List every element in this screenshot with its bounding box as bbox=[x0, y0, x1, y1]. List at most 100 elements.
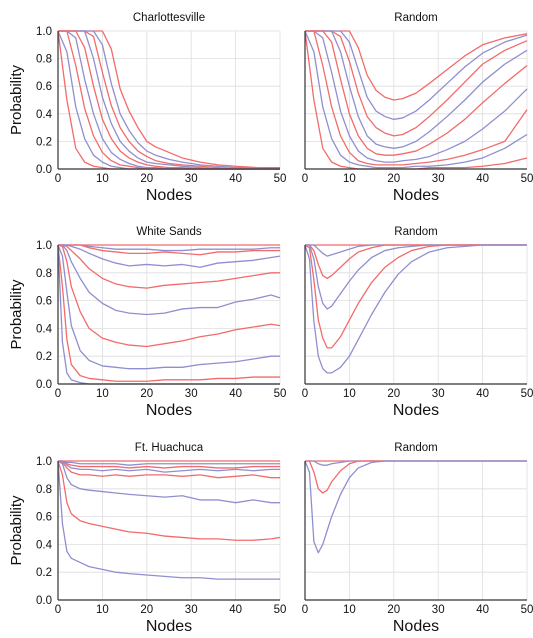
x-tick-label: 20 bbox=[387, 388, 400, 400]
x-axis-label: Nodes bbox=[393, 187, 439, 204]
y-axis-label: Probability bbox=[8, 495, 25, 566]
series-line bbox=[58, 460, 280, 466]
series-line bbox=[305, 30, 528, 120]
series-line bbox=[57, 460, 280, 479]
series-line bbox=[57, 460, 281, 541]
x-tick-label: 40 bbox=[476, 604, 489, 616]
x-tick-label: 10 bbox=[343, 604, 356, 616]
y-tick-label: 0.0 bbox=[36, 595, 52, 607]
y-tick-label: 0.4 bbox=[36, 539, 53, 551]
chart-panel: 0 10 20 30 40 50 0.0 0.2 0.4 0.6 0.8 1.0 Ft. Huachuc… bbox=[8, 442, 286, 635]
y-tick-label: 0.2 bbox=[36, 136, 52, 148]
x-tick-label: 10 bbox=[96, 173, 109, 185]
x-axis-label: Nodes bbox=[146, 402, 192, 419]
x-axis-label: Nodes bbox=[393, 402, 439, 419]
x-tick-label: 50 bbox=[274, 173, 287, 185]
x-tick-label: 0 bbox=[302, 388, 308, 400]
x-tick-label: 30 bbox=[432, 388, 445, 400]
series-line bbox=[305, 460, 527, 494]
series-line bbox=[58, 244, 281, 316]
chart-panel: 0 10 20 30 40 50 0.0 0.2 0.4 0.6 0.8 1.0 White Sands… bbox=[8, 226, 286, 419]
series-line bbox=[58, 460, 280, 469]
x-tick-label: 50 bbox=[274, 388, 287, 400]
series-line bbox=[57, 460, 280, 580]
chart-panel: 0 10 20 30 40 50 Random Nodes bbox=[302, 226, 533, 419]
series-line bbox=[57, 460, 280, 504]
series-line bbox=[305, 244, 527, 310]
panel-title: White Sands bbox=[136, 226, 201, 238]
x-tick-label: 40 bbox=[476, 388, 489, 400]
x-tick-label: 50 bbox=[521, 173, 533, 185]
series-line bbox=[305, 30, 528, 101]
y-tick-label: 0.6 bbox=[36, 81, 52, 93]
panel-title: Random bbox=[394, 226, 437, 238]
x-tick-label: 10 bbox=[96, 388, 109, 400]
x-tick-label: 30 bbox=[432, 604, 445, 616]
x-tick-label: 40 bbox=[229, 604, 242, 616]
y-tick-label: 0.0 bbox=[36, 164, 52, 176]
y-tick-label: 0.4 bbox=[36, 109, 53, 121]
y-tick-label: 1.0 bbox=[36, 26, 52, 38]
series-line bbox=[58, 244, 280, 256]
x-axis-label: Nodes bbox=[146, 618, 192, 635]
panel-title: Charlottesville bbox=[133, 12, 205, 24]
x-tick-label: 20 bbox=[140, 604, 153, 616]
x-tick-label: 20 bbox=[387, 604, 400, 616]
y-axis-label: Probability bbox=[8, 279, 25, 350]
x-tick-label: 30 bbox=[185, 604, 198, 616]
x-tick-label: 10 bbox=[343, 173, 356, 185]
panel-title: Random bbox=[394, 12, 437, 24]
series-line bbox=[57, 244, 281, 348]
chart-panel: 0 10 20 30 40 50 Random Nodes bbox=[302, 12, 533, 204]
series-line bbox=[305, 30, 528, 163]
series-line bbox=[304, 460, 527, 554]
series-line bbox=[58, 244, 281, 268]
series-line bbox=[304, 244, 527, 349]
y-tick-label: 0.8 bbox=[36, 484, 52, 496]
x-tick-label: 20 bbox=[140, 388, 153, 400]
y-tick-label: 0.4 bbox=[36, 323, 53, 335]
series-line bbox=[304, 30, 528, 169]
panel-title: Random bbox=[394, 442, 437, 454]
x-tick-label: 0 bbox=[55, 604, 61, 616]
chart-panel: 0 10 20 30 40 50 Random Nodes bbox=[302, 442, 533, 635]
x-tick-label: 30 bbox=[432, 173, 445, 185]
x-tick-label: 0 bbox=[302, 173, 308, 185]
x-tick-label: 50 bbox=[521, 604, 533, 616]
x-axis-label: Nodes bbox=[393, 618, 439, 635]
y-tick-label: 0.2 bbox=[36, 567, 52, 579]
x-tick-label: 0 bbox=[302, 604, 308, 616]
series-line bbox=[58, 30, 280, 170]
y-tick-label: 0.8 bbox=[36, 54, 52, 66]
x-tick-label: 40 bbox=[229, 388, 242, 400]
x-tick-label: 0 bbox=[55, 173, 61, 185]
chart-panel: 0 10 20 30 40 50 0.0 0.2 0.4 0.6 0.8 1.0 Charlottesv… bbox=[8, 12, 286, 204]
x-tick-label: 30 bbox=[185, 173, 198, 185]
y-tick-label: 0.0 bbox=[36, 379, 52, 391]
y-tick-label: 0.8 bbox=[36, 268, 52, 280]
x-tick-label: 40 bbox=[229, 173, 242, 185]
y-tick-label: 1.0 bbox=[36, 456, 52, 468]
x-tick-label: 40 bbox=[476, 173, 489, 185]
series-line bbox=[58, 244, 280, 289]
series-line bbox=[57, 244, 280, 370]
x-axis-label: Nodes bbox=[146, 187, 192, 204]
y-tick-label: 0.6 bbox=[36, 296, 52, 308]
x-tick-label: 30 bbox=[185, 388, 198, 400]
series-line bbox=[57, 244, 280, 382]
x-tick-label: 0 bbox=[55, 388, 61, 400]
panel-title: Ft. Huachuca bbox=[135, 442, 204, 454]
y-tick-label: 0.6 bbox=[36, 512, 52, 524]
y-tick-label: 0.2 bbox=[36, 351, 52, 363]
y-tick-label: 1.0 bbox=[36, 240, 52, 252]
x-tick-label: 50 bbox=[274, 604, 287, 616]
x-tick-label: 10 bbox=[343, 388, 356, 400]
series-line bbox=[305, 30, 528, 166]
x-tick-label: 10 bbox=[96, 604, 109, 616]
series-line bbox=[305, 30, 528, 149]
y-axis-label: Probability bbox=[8, 64, 25, 135]
x-tick-label: 20 bbox=[387, 173, 400, 185]
series-line bbox=[58, 460, 280, 473]
x-tick-label: 20 bbox=[140, 173, 153, 185]
